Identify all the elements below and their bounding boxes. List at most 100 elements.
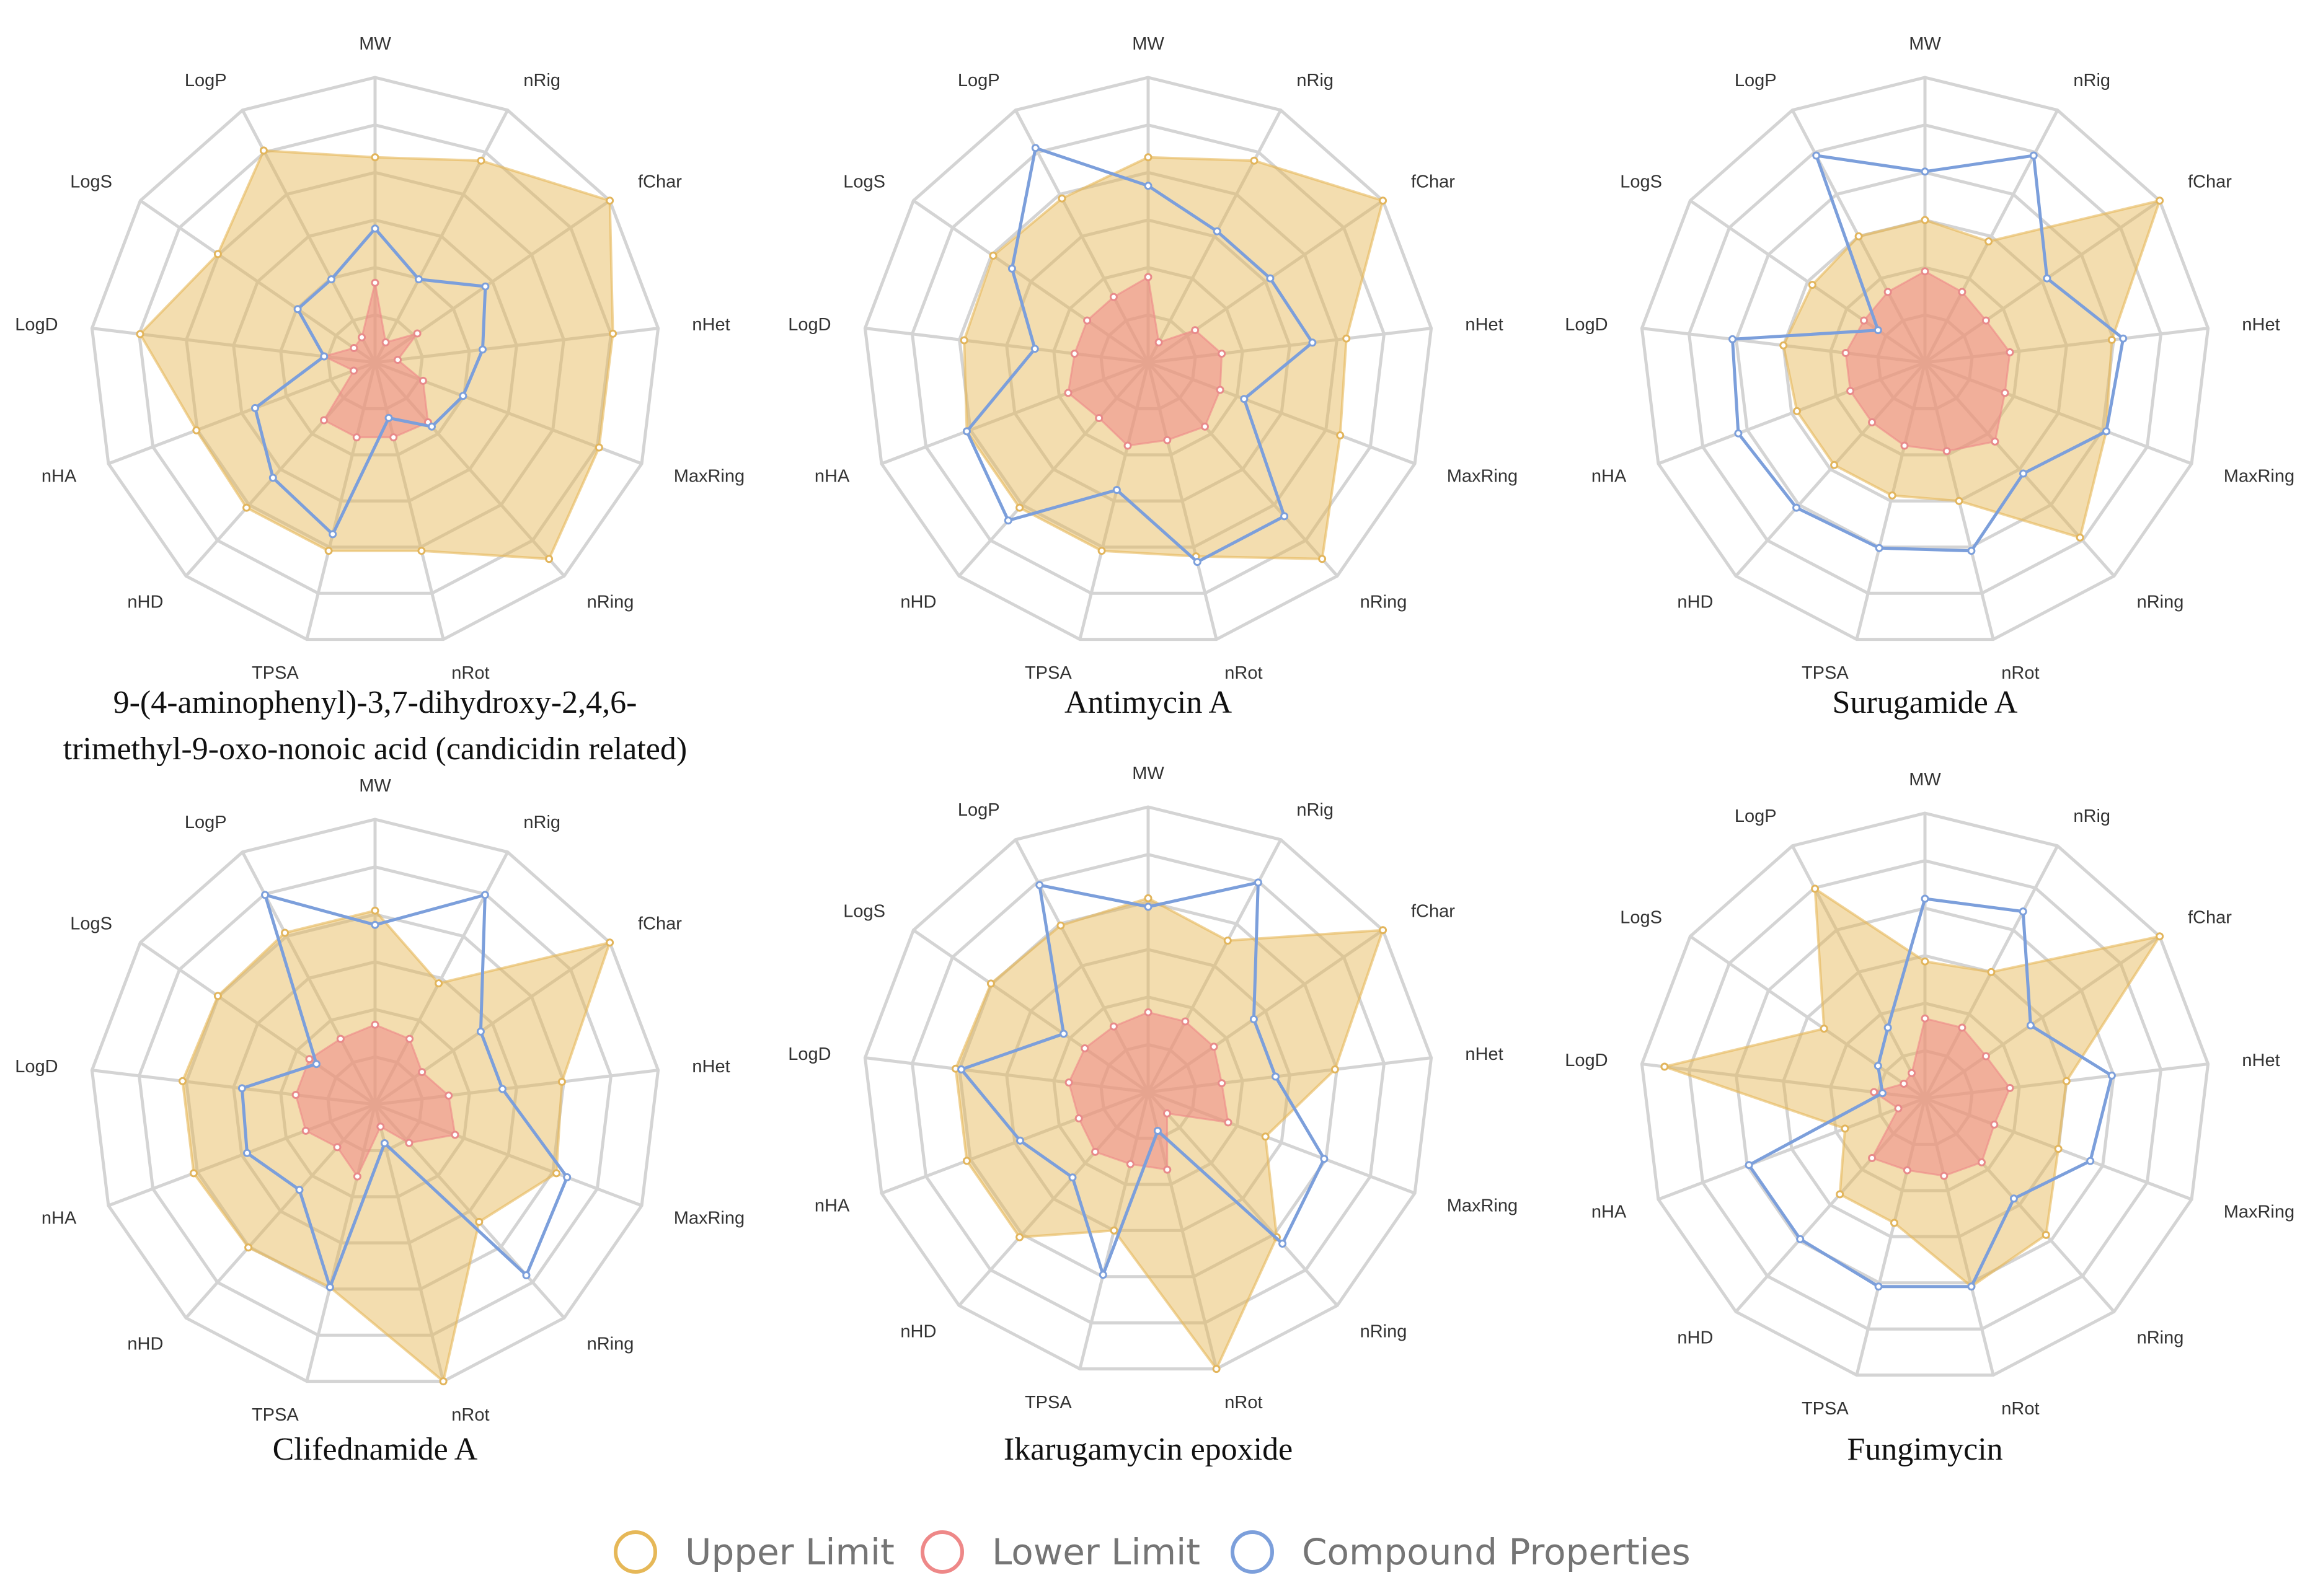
- axis-label-logd: LogD: [788, 315, 831, 335]
- compound-point: [459, 392, 467, 400]
- legend-item-upper[interactable]: Upper Limit: [614, 1530, 895, 1574]
- compound-series-area: [958, 880, 1326, 1280]
- lower-point: [1981, 316, 1990, 325]
- lower-series-area: [294, 1023, 456, 1179]
- compound-point: [1745, 1161, 1753, 1170]
- lower-point: [352, 433, 361, 442]
- compound-point: [1004, 516, 1012, 525]
- axis-label-maxring: MaxRing: [674, 467, 745, 487]
- axis-label-nhet: nHet: [2242, 315, 2280, 335]
- compound-point: [1213, 227, 1221, 236]
- compound-point: [2029, 151, 2038, 160]
- lower-point: [1201, 422, 1209, 431]
- compound-point: [1308, 338, 1317, 347]
- compound-point: [481, 282, 490, 291]
- axis-label-nhet: nHet: [2242, 1051, 2280, 1070]
- axis-label-logs: LogS: [70, 914, 112, 933]
- axis-spoke: [1146, 109, 1283, 364]
- lower-point: [1074, 1114, 1083, 1122]
- legend-lower-marker: [921, 1530, 964, 1574]
- upper-point: [986, 979, 995, 988]
- lower-point: [418, 1068, 427, 1077]
- lower-point: [336, 1034, 345, 1043]
- compound-point: [498, 1085, 507, 1093]
- axis-label-nrig: nRig: [523, 813, 560, 832]
- lower-point: [1921, 267, 1929, 276]
- upper-point: [1921, 216, 1929, 224]
- upper-point: [606, 938, 614, 947]
- upper-point: [1836, 1190, 1844, 1199]
- legend-upper-marker: [614, 1530, 657, 1574]
- compound-point: [1016, 1136, 1024, 1145]
- axis-label-nha: nHA: [42, 1209, 77, 1228]
- upper-point: [1342, 334, 1351, 343]
- compound-point: [371, 920, 379, 929]
- lower-point: [1900, 441, 1909, 450]
- upper-point: [242, 503, 251, 512]
- compound-point: [1280, 512, 1289, 521]
- compound-point: [479, 345, 487, 354]
- axis-label-mw: MW: [359, 776, 391, 796]
- axis-label-nrig: nRig: [1296, 71, 1334, 90]
- axis-label-logp: LogP: [185, 813, 227, 832]
- axis-label-nring: nRing: [587, 593, 634, 612]
- legend-upper-label: Upper Limit: [685, 1531, 895, 1573]
- upper-point: [1793, 407, 1801, 415]
- radar-chart-2: MW nRig fChar nHet MaxRing nRing nRot TPSA nHD nH…: [788, 34, 1518, 720]
- grid-ring: [958, 170, 1338, 549]
- axis-label-logd: LogD: [15, 315, 58, 335]
- upper-point: [1660, 1062, 1669, 1071]
- legend-compound-label: Compound Properties: [1302, 1531, 1691, 1573]
- upper-point: [281, 928, 290, 937]
- compound-point: [415, 275, 423, 284]
- lower-point: [376, 1122, 385, 1131]
- compound-point: [522, 1271, 531, 1279]
- compound-point: [2043, 274, 2051, 283]
- lower-point: [1868, 1153, 1877, 1162]
- upper-point: [1058, 194, 1066, 203]
- upper-point: [2076, 533, 2084, 542]
- lower-point: [1218, 350, 1226, 358]
- axis-label-nhet: nHet: [1465, 315, 1503, 335]
- axis-spoke: [1658, 1096, 1926, 1201]
- compound-point: [1254, 878, 1262, 887]
- compound-series-area: [253, 226, 487, 537]
- upper-point: [960, 336, 968, 345]
- axis-label-logp: LogP: [1735, 806, 1777, 826]
- grid-ring: [232, 218, 518, 503]
- axis-label-nhet: nHet: [1465, 1044, 1503, 1064]
- compound-point: [1068, 1173, 1077, 1182]
- upper-point: [1330, 1065, 1339, 1074]
- axis-label-nring: nRing: [2137, 593, 2184, 612]
- upper-series-area: [181, 909, 612, 1384]
- legend-item-compound[interactable]: Compound Properties: [1231, 1530, 1691, 1574]
- lower-point: [1163, 1109, 1171, 1118]
- lower-point: [1123, 441, 1132, 450]
- axis-label-nrot: nRot: [1224, 663, 1262, 683]
- lower-point: [1908, 1069, 1916, 1077]
- upper-point: [2062, 1077, 2071, 1085]
- upper-point: [1379, 196, 1387, 205]
- lower-point: [1144, 273, 1152, 281]
- compound-point: [384, 413, 393, 422]
- compound-point: [1249, 1015, 1258, 1023]
- axis-label-tpsa: TPSA: [252, 1405, 299, 1425]
- compound-point: [327, 275, 335, 284]
- lower-point: [353, 1172, 361, 1181]
- axis-label-logp: LogP: [958, 71, 1000, 90]
- legend-item-lower[interactable]: Lower Limit: [921, 1530, 1200, 1574]
- radar-chart-1: MW nRig fChar nHet MaxRing nRing nRot TPSA nHD nH…: [15, 34, 745, 767]
- axis-label-nha: nHA: [815, 467, 850, 487]
- upper-point: [477, 156, 485, 165]
- lower-point: [305, 1055, 314, 1064]
- compound-point: [293, 305, 302, 314]
- lower-series-area: [1870, 1017, 2011, 1177]
- lower-point: [418, 376, 427, 385]
- axis-label-maxring: MaxRing: [1447, 1196, 1518, 1216]
- lower-series-area: [1844, 270, 2011, 452]
- radar-chart-6: MW nRig fChar nHet MaxRing nRing nRot TPSA nHD nH…: [1565, 770, 2294, 1467]
- axis-label-nrot: nRot: [451, 663, 489, 683]
- axis-label-logs: LogS: [70, 172, 112, 192]
- upper-point: [1820, 1025, 1828, 1033]
- compound-point: [1266, 274, 1275, 283]
